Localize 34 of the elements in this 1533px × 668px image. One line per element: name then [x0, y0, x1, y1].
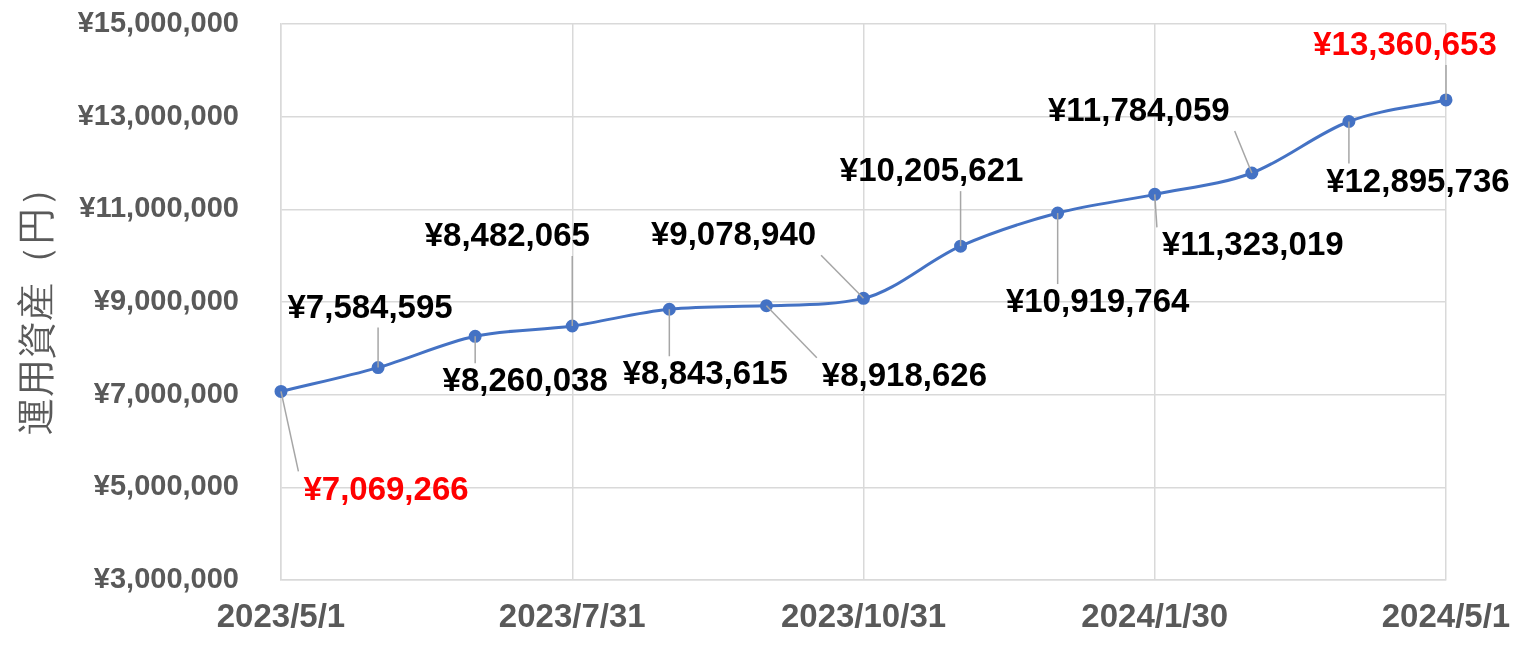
point	[954, 239, 968, 253]
y-tick-label: ¥9,000,000	[93, 284, 239, 316]
point	[1051, 206, 1065, 220]
y-axis-title: 運用資産（円）	[13, 169, 58, 435]
point	[274, 384, 288, 398]
data-label: ¥10,919,764	[1005, 282, 1191, 320]
y-tick-label: ¥5,000,000	[93, 469, 239, 502]
data-label: ¥8,260,038	[442, 361, 608, 399]
data-label: ¥8,482,065	[424, 216, 590, 254]
data-label: ¥7,584,595	[287, 287, 453, 325]
point	[759, 299, 773, 313]
data-label: ¥7,069,266	[303, 469, 469, 507]
data-label: ¥11,323,019	[1161, 225, 1344, 263]
y-tick-label: ¥15,000,000	[77, 6, 239, 38]
data-label: ¥10,205,621	[839, 151, 1024, 189]
point	[1245, 166, 1259, 180]
x-tick-label: 2023/10/31	[780, 596, 947, 634]
y-tick-label: ¥11,000,000	[79, 191, 239, 224]
y-tick-label: ¥13,000,000	[77, 98, 239, 131]
data-label: ¥9,078,940	[650, 215, 817, 253]
y-tick-label: ¥7,000,000	[93, 376, 239, 409]
x-tick-label: 2024/1/30	[1081, 596, 1229, 634]
y-tick-label: ¥3,000,000	[93, 562, 239, 594]
data-label: ¥8,918,626	[821, 355, 987, 393]
point	[662, 302, 676, 316]
point	[857, 291, 870, 305]
data-label: ¥11,784,059	[1047, 91, 1230, 129]
data-label: ¥12,895,736	[1326, 161, 1510, 199]
x-tick-label: 2024/5/1	[1381, 596, 1511, 634]
data-label: ¥13,360,653	[1313, 25, 1497, 63]
x-tick-label: 2023/5/1	[216, 596, 346, 634]
x-tick-label: 2023/7/31	[498, 596, 646, 634]
data-label: ¥8,843,615	[622, 354, 788, 392]
point	[565, 319, 579, 333]
